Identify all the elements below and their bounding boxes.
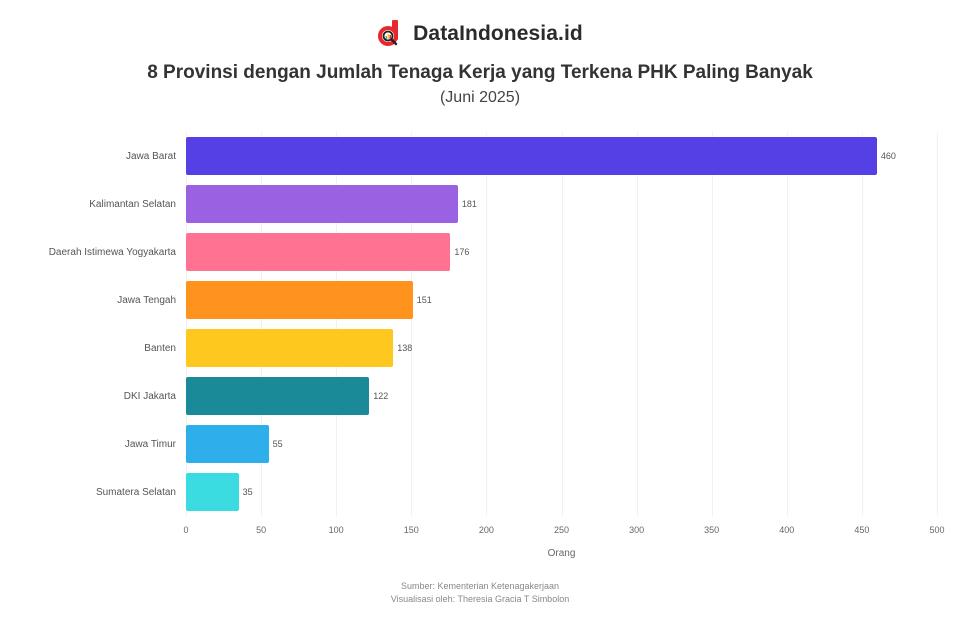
gridline xyxy=(261,132,263,516)
x-tick-label: 50 xyxy=(256,525,267,535)
bar[interactable] xyxy=(186,137,877,175)
bar-row: 181 xyxy=(186,185,477,223)
category-label: Sumatera Selatan xyxy=(95,486,176,498)
x-tick-label: 150 xyxy=(403,525,419,535)
bar-row: 55 xyxy=(186,425,283,463)
x-tick-label: 250 xyxy=(553,525,570,535)
gridline xyxy=(486,132,488,516)
bar[interactable] xyxy=(186,281,413,319)
bar-row: 460 xyxy=(186,137,896,175)
bar-value-label: 122 xyxy=(373,391,389,401)
gridline xyxy=(186,132,187,516)
bar-row: 138 xyxy=(186,329,412,367)
x-tick-label: 500 xyxy=(929,525,945,535)
brand-name: DataIndonesia.id xyxy=(413,22,583,45)
chart-title: 8 Provinsi dengan Jumlah Tenaga Kerja ya… xyxy=(147,62,813,83)
category-label: Jawa Barat xyxy=(125,150,176,162)
bar[interactable] xyxy=(186,233,451,271)
bar-row: 122 xyxy=(186,377,388,415)
x-tick-label: 350 xyxy=(704,525,720,535)
x-tick-label: 100 xyxy=(328,525,344,535)
d-magnifier-logo-icon xyxy=(377,20,403,48)
chart-subtitle: (Juni 2025) xyxy=(439,89,521,106)
bar[interactable] xyxy=(186,473,239,511)
bar-row: 35 xyxy=(186,473,253,511)
gridline xyxy=(561,132,563,516)
brand-header: DataIndonesia.id xyxy=(0,20,960,48)
x-tick-label: 0 xyxy=(183,525,189,535)
gridline xyxy=(786,132,788,516)
credit-note: Visualisasi oleh: Theresia Gracia T Simb… xyxy=(390,594,570,604)
bar-value-label: 181 xyxy=(461,199,477,209)
category-label: Jawa Timur xyxy=(124,438,176,450)
bar[interactable] xyxy=(186,329,394,367)
bar-value-label: 176 xyxy=(454,247,470,257)
gridline xyxy=(336,132,338,516)
bar-row: 151 xyxy=(186,281,432,319)
bar-value-label: 35 xyxy=(242,487,253,497)
category-label: Daerah Istimewa Yogyakarta xyxy=(48,246,176,258)
gridline xyxy=(411,132,413,516)
category-label: Banten xyxy=(144,342,176,354)
category-label: Jawa Tengah xyxy=(117,294,176,306)
gridline xyxy=(711,132,713,516)
category-label: Kalimantan Selatan xyxy=(89,198,176,210)
gridline xyxy=(636,132,638,516)
plot-area: 460 181 176 151 138 122 55 35 xyxy=(186,132,938,516)
bar-row: 176 xyxy=(186,233,469,271)
x-tick-label: 450 xyxy=(854,525,870,535)
x-tick-label: 300 xyxy=(629,525,645,535)
footer: Sumber: Kementerian Ketenagakerjaan Visu… xyxy=(0,580,960,606)
category-label: DKI Jakarta xyxy=(123,390,176,402)
source-note: Sumber: Kementerian Ketenagakerjaan xyxy=(400,581,560,591)
x-axis-label: Orang xyxy=(547,548,576,559)
bar-value-label: 138 xyxy=(397,343,413,353)
bar-value-label: 55 xyxy=(272,439,283,449)
bar-value-label: 151 xyxy=(416,295,432,305)
gridline xyxy=(937,132,938,516)
bar[interactable] xyxy=(186,185,458,223)
bar-value-label: 460 xyxy=(880,151,896,161)
x-tick-label: 200 xyxy=(478,525,494,535)
gridline xyxy=(861,132,863,516)
bar[interactable] xyxy=(186,377,370,415)
bar[interactable] xyxy=(186,425,269,463)
x-tick-label: 400 xyxy=(779,525,795,535)
